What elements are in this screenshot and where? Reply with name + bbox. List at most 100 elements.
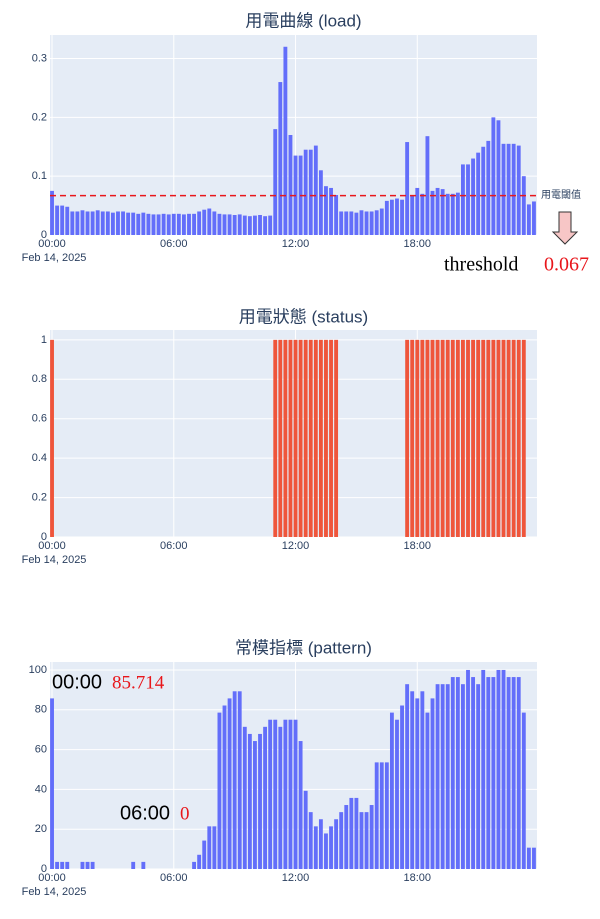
bar [273,129,278,235]
bar [526,847,531,869]
bar [491,339,496,537]
bar [400,199,404,235]
bar [476,152,481,235]
bar [450,339,455,537]
annotation: threshold [444,254,518,276]
bar [100,211,105,235]
bar [202,840,207,869]
bar [359,812,364,869]
bar [55,861,60,869]
bar [435,187,440,235]
bar [420,193,425,235]
bar [461,339,465,537]
x-tick-label: 00:00 [38,238,66,250]
bar [126,212,131,235]
bar [110,212,115,235]
bar [511,339,516,537]
bar [425,339,430,537]
bar [268,215,273,235]
bar [324,339,328,537]
bar [481,669,486,869]
bar [349,797,354,869]
bar [384,762,389,869]
bar [192,213,196,235]
bar [476,339,481,537]
bar [237,691,242,869]
bar [369,805,374,869]
bar [471,158,476,235]
bar [268,719,273,869]
bar [329,339,333,537]
bar [384,200,389,235]
x-tick-label: 18:00 [404,238,432,250]
bar [247,733,252,869]
bar [415,698,420,869]
bar [440,684,445,869]
bar [324,833,328,869]
bar [521,176,526,235]
bar [303,339,308,537]
bar [405,142,410,235]
bar [303,149,308,235]
bar [258,215,262,235]
bar [146,213,151,235]
bar [334,819,339,869]
x-tick-label: 06:00 [160,540,188,552]
bar [410,691,415,869]
bar [334,195,339,235]
bar [425,712,430,869]
bar [450,193,455,235]
bar [329,826,333,869]
threshold-name: 用電閾值 [541,188,581,201]
bar [166,214,171,235]
bar [90,211,95,235]
bar [491,117,496,235]
date-label: Feb 14, 2025 [22,554,87,566]
bar [364,211,369,235]
bar [430,698,435,869]
bar [481,146,486,235]
bar [466,164,470,235]
bar [440,339,445,537]
bar [501,339,506,537]
bar [136,213,141,235]
bar [313,145,318,235]
bar [202,209,207,235]
bar [253,741,257,869]
bar [506,677,511,869]
bar [354,212,359,235]
x-tick-label: 12:00 [282,238,310,250]
bar [212,826,217,869]
bar [466,669,470,869]
bar [242,215,247,235]
bar [455,339,460,537]
bar [131,212,136,235]
bar [486,677,491,869]
bar [379,762,384,869]
y-tick-label: 0.2 [32,111,47,123]
bar [349,211,354,235]
bar [293,719,298,869]
bar [445,193,450,235]
bar [511,143,516,235]
bar [359,210,364,235]
bar [329,187,333,235]
bar [389,199,394,235]
bar [389,712,394,869]
bar [379,208,384,235]
bar [121,211,125,235]
bar [308,339,313,537]
bar [318,819,323,869]
bar [445,684,450,869]
y-tick-label: 0 [41,531,47,543]
bar [247,216,252,235]
bar [273,719,278,869]
bar [90,861,95,869]
bar [425,136,430,235]
bar [207,826,212,869]
bar [187,213,191,235]
bar [60,861,65,869]
bar [60,205,65,235]
bar [339,812,344,869]
